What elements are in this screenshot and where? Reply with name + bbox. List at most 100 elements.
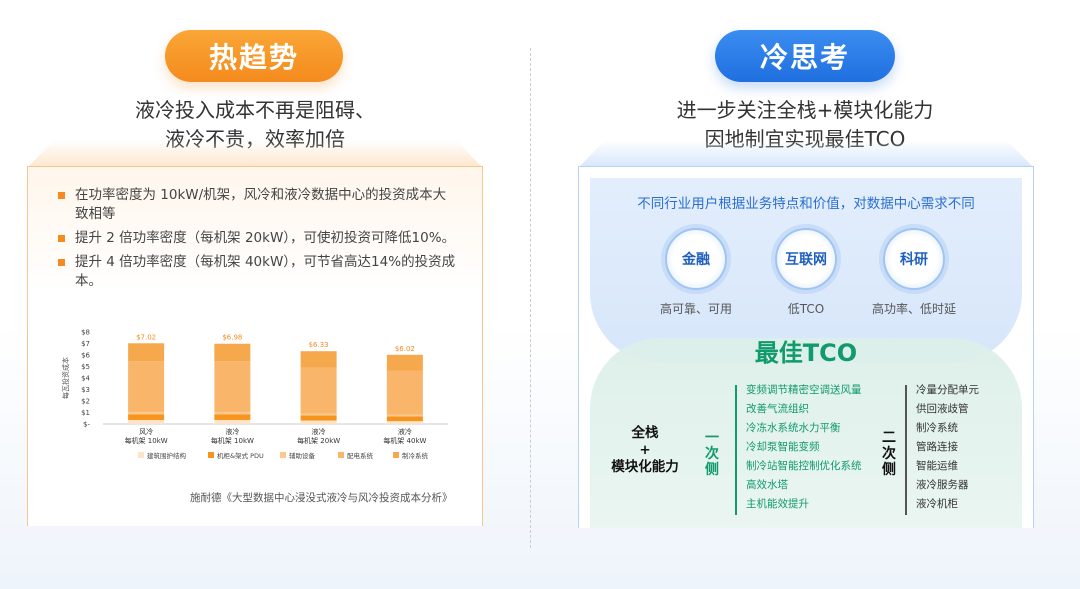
cool-thinking-pill: 冷思考: [715, 30, 895, 82]
chart-legend-swatch: [393, 452, 399, 458]
chart-ytick-label: $7: [81, 340, 90, 348]
chart-xtick-label: 风冷: [139, 427, 153, 436]
chart-legend-label: 建筑围护结构: [147, 451, 187, 460]
stack-line3: 模块化能力: [611, 459, 679, 475]
list-item: 制冷站智能控制优化系统: [746, 460, 862, 472]
chart-bar-segment: [214, 419, 251, 424]
list-item: 智能运维: [916, 460, 958, 472]
chart-xtick-label: 每机架 40kW: [383, 436, 426, 445]
bullet-text: 在功率密度为 10kW/机架，风冷和液冷数据中心的投资成本大致相等: [75, 187, 447, 222]
chart-xtick-label: 液冷: [225, 427, 239, 436]
chart-ytick-label: $4: [81, 375, 90, 383]
industry-line: 不同行业用户根据业务特点和价值，对数据中心需求不同: [637, 196, 975, 212]
left-subtitle: 液冷投入成本不再是阻碍、 液冷不贵，效率加倍: [30, 96, 480, 154]
hot-trend-pill: 热趋势: [165, 30, 343, 82]
list-item: 制冷系统: [916, 422, 958, 434]
chart-bar-segment: [128, 419, 165, 424]
left-panel-header-band: [27, 140, 483, 168]
chart-bar-segment: [128, 361, 165, 412]
chart-bar-segment: [128, 414, 165, 420]
right-subtitle-line1: 进一步关注全栈+模块化能力: [676, 98, 934, 122]
chart-ytick-label: $6: [81, 352, 90, 360]
chart-ytick-label: $1: [81, 409, 90, 417]
list-item: 液冷服务器: [916, 479, 969, 491]
chart-ytick-label: $-: [83, 421, 90, 429]
list-item: 主机能效提升: [746, 498, 809, 510]
chart-bar-segment: [386, 354, 423, 371]
chart-data-label: $6.98: [222, 334, 242, 342]
research-circle: 科研: [883, 228, 945, 290]
chart-bar-segment: [128, 343, 165, 362]
chart-bar-segment: [214, 361, 251, 412]
chart-bar-segment: [386, 370, 423, 415]
cost-bar-chart: 每瓦投资成本 $- $1 $2 $3 $4 $5 $6 $7 $8 $7.02 风冷 每机架 10kW $…: [58, 322, 458, 472]
secondary-side-bar: [905, 385, 907, 515]
chart-legend-swatch: [338, 452, 344, 458]
bullet-list: 在功率密度为 10kW/机架，风冷和液冷数据中心的投资成本大致相等 提升 2 倍…: [58, 186, 458, 296]
chart-legend-label: 辅助设备: [289, 451, 316, 460]
list-item: 液冷机柜: [916, 498, 958, 510]
finance-circle: 金融: [665, 228, 727, 290]
tco-zone: [590, 338, 1022, 528]
list-item: 冷却泵智能变频: [746, 441, 820, 453]
chart-bar-segment: [386, 416, 423, 422]
bullet-square-icon: [58, 235, 65, 242]
chart-data-label: $6.33: [309, 341, 329, 349]
list-item: 改善气流组织: [746, 403, 809, 415]
chart-ylabel: 每瓦投资成本: [61, 357, 70, 399]
stack-line2: +: [639, 442, 651, 458]
chart-bar-segment: [386, 421, 423, 424]
secondary-items-list: 冷量分配单元 供回液歧管 制冷系统 管路连接 智能运维 液冷服务器 液冷机柜: [916, 381, 979, 514]
primary-side-bar: [735, 385, 737, 515]
chart-bar-segment: [300, 415, 337, 421]
chart-ytick-label: $5: [81, 363, 90, 371]
chart-xtick-label: 液冷: [312, 427, 326, 436]
bullet-text: 提升 4 倍功率密度（每机架 40kW），可节省高达14%的投资成本。: [75, 254, 456, 289]
chart-bar-segment: [128, 411, 165, 415]
chart-bar-segment: [214, 414, 251, 420]
chart-xtick-label: 每机架 20kW: [297, 436, 340, 445]
center-divider: [530, 48, 531, 548]
stack-title: 全栈 + 模块化能力: [600, 425, 690, 476]
bullet-square-icon: [58, 259, 65, 266]
bullet-square-icon: [58, 192, 65, 199]
chart-bar-segment: [214, 411, 251, 415]
left-subtitle-line1: 液冷投入成本不再是阻碍、: [135, 98, 375, 122]
chart-ytick-label: $2: [81, 398, 90, 406]
list-item: 高效水塔: [746, 479, 788, 491]
bullet-item: 提升 2 倍功率密度（每机架 20kW），可使初投资可降低10%。: [58, 229, 458, 248]
chart-legend-swatch: [208, 452, 214, 458]
chart-bar-segment: [300, 367, 337, 414]
chart-bar-segment: [386, 414, 423, 417]
chart-legend-swatch: [138, 452, 144, 458]
primary-items-list: 变频调节精密空调送风量 改善气流组织 冷冻水系统水力平衡 冷却泵智能变频 制冷站…: [746, 381, 862, 514]
list-item: 变频调节精密空调送风量: [746, 384, 862, 396]
internet-circle: 互联网: [775, 228, 837, 290]
chart-bar-segment: [214, 343, 251, 362]
chart-ytick-label: $3: [81, 386, 90, 394]
chart-xtick-label: 每机架 10kW: [125, 436, 168, 445]
bullet-text: 提升 2 倍功率密度（每机架 20kW），可使初投资可降低10%。: [75, 230, 456, 246]
chart-xtick-label: 液冷: [398, 427, 412, 436]
bullet-item: 提升 4 倍功率密度（每机架 40kW），可节省高达14%的投资成本。: [58, 253, 458, 291]
list-item: 供回液歧管: [916, 403, 969, 415]
internet-label: 低TCO: [787, 302, 825, 316]
chart-legend-label: 机柜&架式 PDU: [217, 451, 264, 460]
finance-label: 高可靠、可用: [659, 302, 732, 316]
tco-title: 最佳TCO: [754, 339, 858, 367]
research-label: 高功率、低时延: [871, 302, 956, 316]
chart-ytick-label: $8: [81, 329, 90, 337]
primary-side-label: 一次侧: [705, 430, 719, 478]
chart-legend-label: 配电系统: [347, 451, 374, 460]
left-panel: [27, 166, 483, 526]
chart-data-label: $7.02: [136, 333, 156, 341]
list-item: 管路连接: [916, 441, 958, 453]
list-item: 冷冻水系统水力平衡: [746, 422, 841, 434]
list-item: 冷量分配单元: [916, 384, 979, 396]
stack-line1: 全栈: [631, 425, 659, 441]
chart-bar-segment: [300, 420, 337, 424]
chart-bar-segment: [300, 413, 337, 416]
chart-data-label: $6.02: [395, 345, 415, 353]
chart-legend-swatch: [280, 452, 286, 458]
